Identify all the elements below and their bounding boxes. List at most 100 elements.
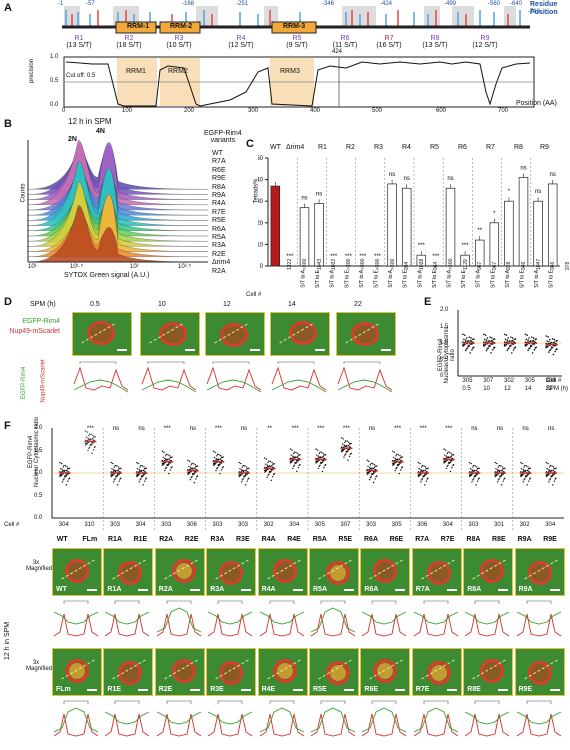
f-point [63,464,65,467]
f-scale-bar [446,689,457,691]
f-point [548,469,551,472]
f-cell-count-R6E: 305 [391,522,402,528]
f-profile-bracket [217,600,243,604]
f-point [212,459,215,462]
header-r5: R5 [430,144,439,151]
tetrad-sublabel-R6A: S/T to A [447,269,453,287]
f-cell-label-R4E: R4E [261,686,276,693]
f-point [394,469,396,472]
e-ytick-1.5: 1.5 [440,323,449,330]
e-xtick-14: 14 [524,386,532,392]
f-point [474,465,476,467]
header-r3: R3 [374,144,383,151]
f-profile-green [413,707,458,733]
f-point [142,474,144,477]
precision-ytick-1: 0.5 [50,78,59,84]
f-point [546,467,548,470]
residue-title: Residue [530,1,558,8]
f-point [59,471,61,473]
f-point [369,467,372,470]
d-profile-red [141,366,197,391]
f-point [392,450,394,453]
f-point [187,459,189,462]
f-point [244,484,247,486]
f-point [66,466,68,468]
f-point [494,475,496,478]
f-point [293,464,296,467]
rrm2-box-label: RRM-2 [170,23,193,30]
f-point [62,466,64,468]
f-cell-image-WT: WT [52,548,102,596]
f-point [118,467,120,470]
f-profile-bracket [115,700,140,704]
f-point [343,456,345,458]
f-point [61,481,64,483]
f-point [470,474,472,476]
f-xlabel-R2E: R2E [184,536,199,543]
d-profile-label-2: Nup49-mScarlet [40,359,47,403]
e-point [545,346,547,349]
f-point [113,479,116,481]
e-point [554,350,556,353]
d-cell-image-22 [336,312,396,356]
f-profile-green [362,611,407,625]
f-point [84,439,87,442]
f-cell-image-R6E: R6E [360,648,411,696]
f-point [526,470,528,472]
e-point [467,340,470,342]
f-xlabel-WT: WT [56,536,68,543]
f-point [451,459,453,462]
d-nucleus [87,321,115,345]
f-profile-R6E [362,700,407,737]
f-point [238,471,240,473]
f-cell-count-R9E: 304 [545,522,556,528]
f-point [425,467,428,470]
tetrad-sublabel-R9E: S/T to E [549,269,555,288]
f-point [476,480,479,482]
f-point [92,436,95,438]
f-point [292,467,294,470]
f-point [421,478,424,480]
region-r3: R3 (10 S/T) [166,35,192,49]
f-point [116,484,119,486]
tetrad-cell-count: >300 [374,258,381,270]
f-point [169,469,172,471]
f-point [64,465,67,467]
f-point [289,448,292,450]
f-sig-R5E: *** [343,426,351,432]
f-cell-count-R4A: 302 [263,522,274,528]
f-point [417,471,420,473]
f-point [475,484,477,486]
f-point [348,443,351,445]
e-point [546,340,548,342]
tetrad-sublabel-R4A: S/T to A [388,269,394,287]
f-cell-label-R1A: R1A [107,586,122,593]
f-point [469,467,472,470]
f-cell-label-FLm: FLm [56,686,71,693]
tetrad-ytick-label-0: 0 [260,264,264,270]
f-point [476,473,479,475]
f-point [297,467,300,469]
e-point [549,338,551,341]
f-point [342,449,344,452]
e-point [483,333,485,336]
f-scale-bar [395,589,406,591]
f-point [291,461,293,463]
f-point [475,470,477,472]
f-nucleus [272,559,297,583]
region-r9: R9 (12 S/T) [472,35,498,49]
f-ytick-2.0: 2.0 [34,425,43,431]
f-point [272,463,274,465]
f-profile-R6A [362,600,407,637]
f-profile-red [156,613,202,637]
e-point [524,333,527,336]
e-point [464,349,467,352]
f-point [366,468,368,471]
f-point [191,462,193,465]
f-point [445,467,448,470]
tetrad-bar-R4E [401,187,412,267]
rrm1-box-label: RRM-1 [127,23,150,30]
f-point [444,461,447,463]
f-point [298,464,300,467]
cutoff-label: Cut off: 0.5 [66,73,96,79]
